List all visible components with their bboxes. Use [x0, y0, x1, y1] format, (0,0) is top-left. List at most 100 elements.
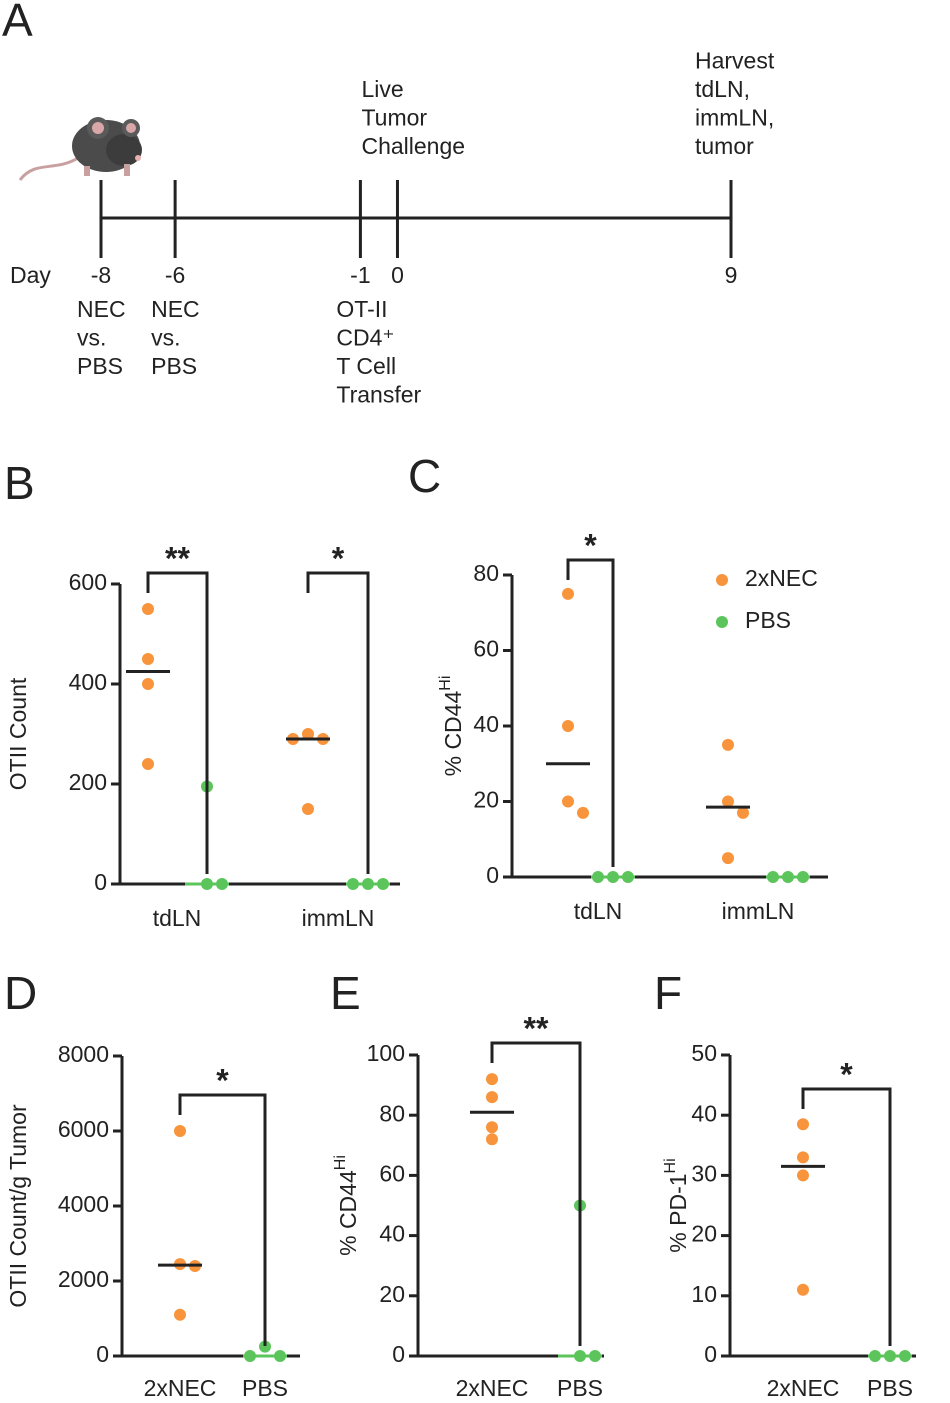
y-axis-label: OTII Count/g Tumor — [5, 1104, 31, 1308]
data-point — [486, 1133, 498, 1146]
x-tick-label: tdLN — [574, 898, 623, 924]
y-axis-label-sup: Hi — [332, 1155, 349, 1170]
event-label: NEC — [77, 296, 126, 322]
data-point — [486, 1121, 498, 1134]
event-label: tdLN, — [695, 76, 750, 102]
significance-label: ** — [165, 540, 190, 576]
data-point — [562, 587, 574, 600]
y-tick-label: 40 — [473, 711, 499, 737]
panel-letter: A — [2, 0, 33, 46]
significance-bracket — [490, 1041, 582, 1346]
y-tick-label: 60 — [473, 636, 499, 662]
data-point — [722, 852, 734, 865]
significance-label: * — [216, 1062, 229, 1098]
data-point — [142, 678, 154, 690]
y-tick-label: 50 — [691, 1040, 717, 1066]
data-point — [174, 1308, 186, 1321]
data-point — [577, 806, 589, 819]
x-tick-label: tdLN — [153, 905, 202, 931]
legend-marker — [716, 616, 728, 628]
y-tick-label: 0 — [486, 862, 499, 888]
y-tick-label: 20 — [691, 1221, 717, 1247]
data-point — [562, 720, 574, 732]
x-tick-label: PBS — [867, 1375, 913, 1401]
y-tick-label: 0 — [94, 869, 107, 895]
y-axis-label-sup: Hi — [437, 676, 454, 691]
panel-letter: E — [330, 967, 361, 1019]
significance-label: * — [840, 1056, 853, 1092]
y-tick-label: 30 — [691, 1160, 717, 1186]
day-number: -8 — [91, 262, 111, 288]
event-label: immLN, — [695, 105, 774, 131]
x-tick-label: immLN — [722, 898, 795, 924]
y-tick-label: 200 — [69, 769, 107, 795]
data-point — [174, 1125, 186, 1137]
y-tick-label: 4000 — [58, 1191, 109, 1217]
x-tick-label: immLN — [302, 905, 375, 931]
event-label: vs. — [151, 325, 180, 351]
y-tick-label: 40 — [691, 1100, 717, 1126]
panel-letter: F — [654, 967, 682, 1019]
legend-label: 2xNEC — [745, 565, 818, 591]
y-tick-label: 8000 — [58, 1041, 109, 1067]
y-tick-label: 0 — [704, 1341, 717, 1367]
event-label: PBS — [77, 353, 123, 379]
data-point — [722, 738, 734, 751]
data-point — [259, 1340, 271, 1353]
event-label: T Cell — [336, 353, 396, 379]
significance-bracket — [146, 571, 209, 874]
y-tick-label: 600 — [69, 569, 107, 595]
y-tick-label: 80 — [473, 560, 499, 586]
day-label: Day — [10, 262, 51, 288]
y-tick-label: 10 — [691, 1281, 717, 1307]
y-tick-label: 2000 — [58, 1266, 109, 1292]
y-axis-label-text: % CD44 — [335, 1170, 361, 1256]
event-label: PBS — [151, 353, 197, 379]
panel-letter: B — [4, 457, 35, 509]
event-label: Live — [361, 76, 403, 102]
y-axis-label: % PD-1Hi — [662, 1158, 691, 1252]
data-point — [722, 795, 734, 808]
y-tick-label: 40 — [379, 1221, 405, 1247]
significance-label: * — [584, 527, 597, 563]
event-label: Transfer — [336, 382, 421, 408]
x-tick-label: PBS — [242, 1375, 288, 1401]
y-axis-label-text: % PD-1 — [665, 1173, 691, 1252]
data-point — [797, 1283, 809, 1296]
panel-letter: D — [4, 967, 37, 1019]
data-point — [486, 1073, 498, 1086]
data-point — [797, 1169, 809, 1182]
x-tick-label: 2xNEC — [456, 1375, 529, 1401]
significance-bracket — [801, 1087, 892, 1346]
y-axis-label: % CD44Hi — [437, 676, 466, 777]
x-tick-label: 2xNEC — [144, 1375, 217, 1401]
y-tick-label: 0 — [392, 1341, 405, 1367]
y-axis-label: OTII Count — [5, 677, 31, 790]
panel-letter: C — [408, 450, 441, 502]
y-tick-label: 20 — [473, 787, 499, 813]
y-tick-label: 400 — [69, 669, 107, 695]
data-point — [302, 803, 314, 815]
day-number: -1 — [350, 262, 370, 288]
event-label: OT-II — [336, 296, 387, 322]
data-point — [562, 795, 574, 808]
y-tick-label: 20 — [379, 1281, 405, 1307]
data-point — [486, 1091, 498, 1104]
event-label: tumor — [695, 133, 754, 159]
x-tick-label: 2xNEC — [767, 1375, 840, 1401]
day-number: -6 — [165, 262, 185, 288]
y-tick-label: 100 — [367, 1040, 405, 1066]
x-tick-label: PBS — [557, 1375, 603, 1401]
day-number: 9 — [725, 262, 738, 288]
y-tick-label: 6000 — [58, 1116, 109, 1142]
significance-label: ** — [524, 1010, 549, 1046]
significance-bracket — [178, 1093, 267, 1346]
y-tick-label: 60 — [379, 1160, 405, 1186]
data-point — [142, 653, 154, 665]
y-tick-label: 80 — [379, 1100, 405, 1126]
y-axis-label-text: OTII Count — [5, 677, 31, 790]
y-axis-label-text: % CD44 — [440, 691, 466, 777]
data-point — [797, 1151, 809, 1164]
day-number: 0 — [391, 262, 404, 288]
